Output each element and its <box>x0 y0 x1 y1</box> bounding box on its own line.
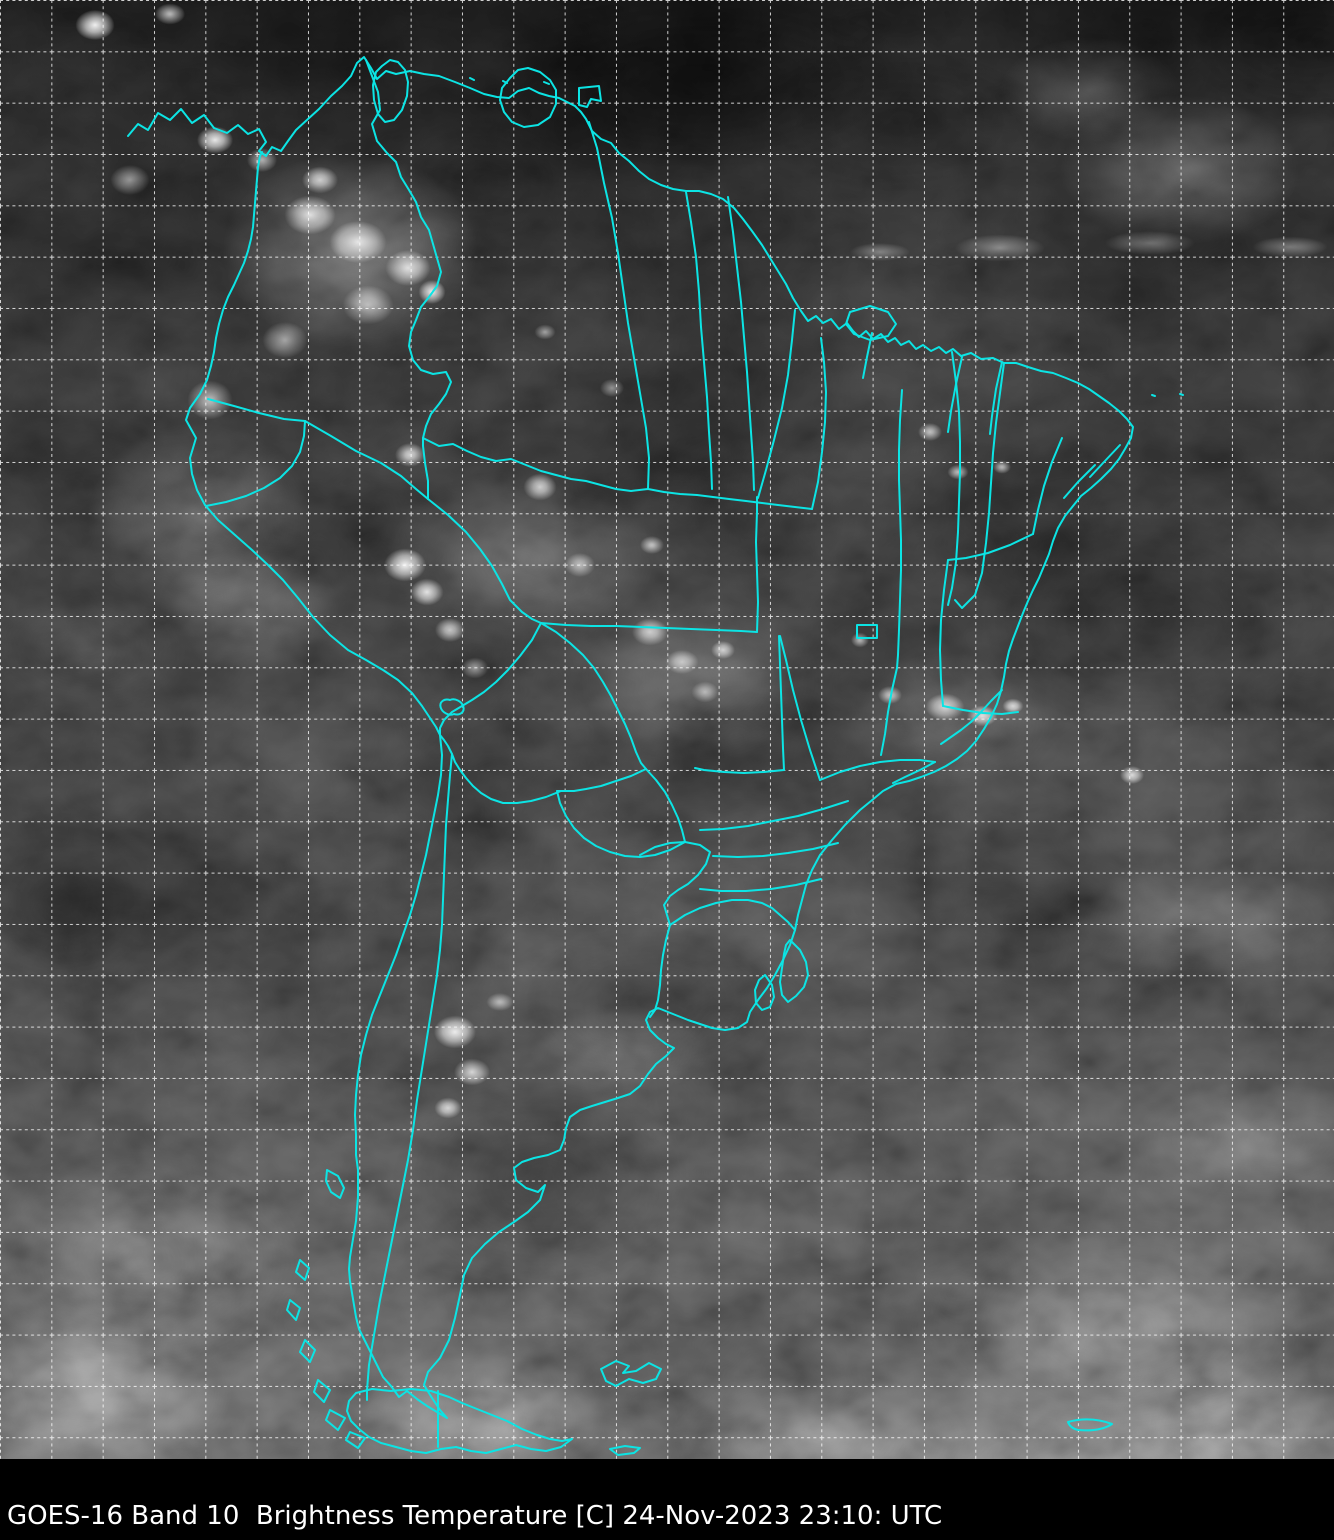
border-ecuador-peru <box>205 420 306 507</box>
satellite-image <box>0 0 1334 1459</box>
state-border-minas-goias <box>779 635 821 781</box>
state-border-parana-santacatarina <box>712 842 839 858</box>
lagoa-dos-patos <box>779 939 809 1003</box>
state-border-tocantins-goias <box>880 667 898 756</box>
border-bolivia-argentina <box>439 734 562 804</box>
border-amapa-para <box>811 337 827 510</box>
border-frenchguiana-brazil <box>757 309 796 499</box>
border-peru-brazil <box>427 498 542 624</box>
patagonia-fjord-islets <box>286 1259 366 1449</box>
distrito-federal-box <box>856 624 878 639</box>
border-colombia-peru <box>304 420 429 500</box>
caption-bar: GOES-16 Band 10 Brightness Temperature [… <box>0 1459 1334 1540</box>
border-paraguay-argentina <box>556 790 686 858</box>
coastline-south-america <box>127 56 1134 1419</box>
state-border-paraiba <box>1063 464 1096 499</box>
caption-text: GOES-16 Band 10 Brightness Temperature [… <box>7 1501 943 1531</box>
lagoa-mirim <box>754 974 775 1011</box>
south-georgia-island <box>1067 1418 1113 1432</box>
state-border-amazonas-south <box>540 622 758 633</box>
border-suriname-frenchguiana <box>727 196 755 491</box>
state-border-minas-rio <box>892 761 936 784</box>
border-ecuador-colombia <box>207 398 306 422</box>
border-argentina-brazil-misiones <box>639 841 711 926</box>
border-chile-argentina <box>366 753 453 1401</box>
border-paraguay-brazil <box>645 768 686 843</box>
state-border-maranhao-piaui <box>947 351 961 606</box>
border-brazil-uruguay <box>669 899 796 931</box>
border-bolivia-paraguay <box>560 768 647 792</box>
state-border-rio-grande-norte <box>1089 444 1121 478</box>
border-colombia-brazil <box>422 437 429 500</box>
state-border-para-maranhao <box>896 389 903 669</box>
state-border-goias-matogrosso <box>778 635 785 771</box>
map-borders-overlay <box>127 56 1184 1456</box>
isla-de-los-estados <box>609 1445 641 1456</box>
marajo-island <box>845 305 897 341</box>
caribbean-islets <box>469 77 550 85</box>
border-peru-bolivia <box>439 622 542 736</box>
state-border-minas-espiritosanto <box>940 689 1003 745</box>
gulf-of-paria-loop <box>499 67 557 128</box>
state-border-bahia-west <box>939 559 949 707</box>
fernando-de-noronha-dots <box>1151 393 1184 397</box>
border-argentina-uruguay <box>649 924 671 1018</box>
lake-maracaibo <box>372 59 409 123</box>
state-border-santacatarina-riograndedosul <box>699 878 822 892</box>
state-border-para-west <box>755 496 759 633</box>
state-border-piaui-ceara <box>954 362 1005 609</box>
state-border-saopaulo-parana <box>699 800 849 831</box>
border-venezuela-guyana <box>588 121 650 490</box>
tierra-del-fuego <box>346 1388 573 1454</box>
border-colombia-venezuela <box>365 59 452 439</box>
graticule-grid <box>0 0 1334 1459</box>
amazon-river-branch-2 <box>989 361 1003 435</box>
amazon-river-branch-1 <box>947 356 963 433</box>
state-border-matogrosso-sul <box>694 767 785 774</box>
trinidad-island <box>578 85 602 108</box>
state-border-bahia-minas <box>942 705 1019 715</box>
amazon-river-branch-3 <box>862 332 873 379</box>
falkland-islands <box>600 1360 662 1387</box>
lake-titicaca <box>439 698 465 716</box>
chiloe-island <box>325 1169 345 1199</box>
border-guyana-suriname <box>685 191 713 490</box>
state-border-ceara-east <box>1032 437 1063 535</box>
state-border-pernambuco-bahia <box>947 533 1034 561</box>
border-bolivia-brazil <box>540 622 647 770</box>
state-border-minas-saopaulo <box>819 759 936 781</box>
border-venezuela-brazil-north <box>422 437 813 510</box>
